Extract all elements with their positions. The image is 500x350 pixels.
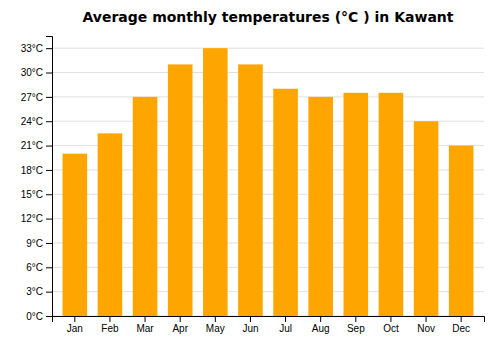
x-tick-label: Jul xyxy=(279,323,292,334)
y-tick: 24°C xyxy=(21,116,52,127)
y-tick-label: 15°C xyxy=(21,189,43,200)
y-tick-label: 21°C xyxy=(21,140,43,151)
x-tick-mark xyxy=(390,316,391,322)
y-tick-mark xyxy=(46,267,52,268)
y-tick-mark xyxy=(46,219,52,220)
x-tick-label: Apr xyxy=(172,323,188,334)
x-tick-label: Jun xyxy=(242,323,258,334)
y-tick-label: 9°C xyxy=(26,238,43,249)
grid-line xyxy=(52,96,484,97)
y-tick: 30°C xyxy=(21,67,52,78)
x-tick-mark xyxy=(145,316,146,322)
x-tick-mark xyxy=(285,316,286,322)
y-tick-mark xyxy=(46,243,52,244)
x-tick-label: Sep xyxy=(347,323,365,334)
y-tick: 3°C xyxy=(26,286,52,297)
y-tick-label: 27°C xyxy=(21,92,43,103)
y-tick-mark xyxy=(46,73,52,74)
bar xyxy=(308,97,333,316)
y-tick-mark xyxy=(46,121,52,122)
title: Average monthly temperatures (°C ) in Ka… xyxy=(82,9,453,25)
x-tick: Feb xyxy=(101,316,119,334)
y-tick: 12°C xyxy=(21,213,52,224)
y-tick: 6°C xyxy=(26,262,52,273)
y-tick: 21°C xyxy=(21,140,52,151)
bar xyxy=(414,121,439,316)
y-tick-label: 30°C xyxy=(21,67,43,78)
y-tick-label: 12°C xyxy=(21,213,43,224)
y-tick-label: 6°C xyxy=(26,262,43,273)
x-tick-mark xyxy=(355,316,356,322)
y-tick-mark xyxy=(46,194,52,195)
y-tick-mark xyxy=(46,316,52,317)
y-tick-mark xyxy=(46,170,52,171)
grid-line xyxy=(52,72,484,73)
y-tick-mark xyxy=(46,48,52,49)
x-tick: Jan xyxy=(67,316,83,334)
grid xyxy=(52,48,484,316)
y-axis: 0°C 3°C 6°C 9°C 12°C 15°C 18°C 21°C 24°C 27°C 30°C… xyxy=(21,37,53,322)
x-tick-label: Oct xyxy=(383,323,399,334)
x-tick: Dec xyxy=(452,316,470,334)
bar xyxy=(379,93,404,316)
x-tick-mark xyxy=(215,316,216,322)
chart: 0°C 3°C 6°C 9°C 12°C 15°C 18°C 21°C 24°C 27°C 30°C… xyxy=(0,0,500,350)
grid-line xyxy=(52,48,484,49)
y-tick-mark xyxy=(46,97,52,98)
x-tick: Sep xyxy=(347,316,365,334)
bar xyxy=(63,154,88,316)
y-tick-label: 33°C xyxy=(21,43,43,54)
x-tick-mark xyxy=(250,316,251,322)
x-tick-label: Dec xyxy=(452,323,470,334)
x-tick-mark xyxy=(461,316,462,322)
x-tick-mark xyxy=(426,316,427,322)
y-tick: 9°C xyxy=(26,238,52,249)
x-tick-label: May xyxy=(206,323,225,334)
x-tick-mark xyxy=(180,316,181,322)
bars xyxy=(63,48,474,316)
y-tick-label: 3°C xyxy=(26,286,43,297)
x-axis: Jan Feb Mar Apr May Jun Jul Aug Sep Oct Nov Dec xyxy=(53,316,485,334)
y-axis-line xyxy=(46,37,53,317)
x-tick-label: Nov xyxy=(417,323,435,334)
x-tick: Jul xyxy=(279,316,292,334)
y-tick: 0°C xyxy=(26,311,52,322)
x-tick-mark xyxy=(74,316,75,322)
x-tick: Nov xyxy=(417,316,435,334)
bar xyxy=(203,48,228,316)
x-tick: Mar xyxy=(136,316,154,334)
y-tick-mark xyxy=(46,146,52,147)
bar xyxy=(98,133,123,316)
bar xyxy=(344,93,369,316)
x-tick: Jun xyxy=(242,316,258,334)
bar xyxy=(449,146,474,316)
x-tick-mark xyxy=(320,316,321,322)
x-axis-line xyxy=(53,317,485,323)
plot: 0°C 3°C 6°C 9°C 12°C 15°C 18°C 21°C 24°C 27°C 30°C… xyxy=(21,37,485,335)
y-tick: 15°C xyxy=(21,189,52,200)
x-tick-label: Aug xyxy=(312,323,330,334)
bar xyxy=(238,64,263,316)
y-tick: 27°C xyxy=(21,92,52,103)
x-tick: Oct xyxy=(383,316,399,334)
x-tick-label: Jan xyxy=(67,323,83,334)
bar xyxy=(168,64,193,316)
x-tick-mark xyxy=(109,316,110,322)
x-tick: May xyxy=(206,316,225,334)
bar xyxy=(133,97,158,316)
x-tick-label: Feb xyxy=(101,323,119,334)
x-tick-label: Mar xyxy=(136,323,154,334)
y-tick: 18°C xyxy=(21,165,52,176)
x-tick: Aug xyxy=(312,316,330,334)
y-tick-label: 0°C xyxy=(26,311,43,322)
y-tick-label: 18°C xyxy=(21,165,43,176)
x-tick: Apr xyxy=(172,316,188,334)
bar xyxy=(273,89,298,316)
y-tick: 33°C xyxy=(21,43,52,54)
y-tick-mark xyxy=(46,292,52,293)
y-tick-label: 24°C xyxy=(21,116,43,127)
